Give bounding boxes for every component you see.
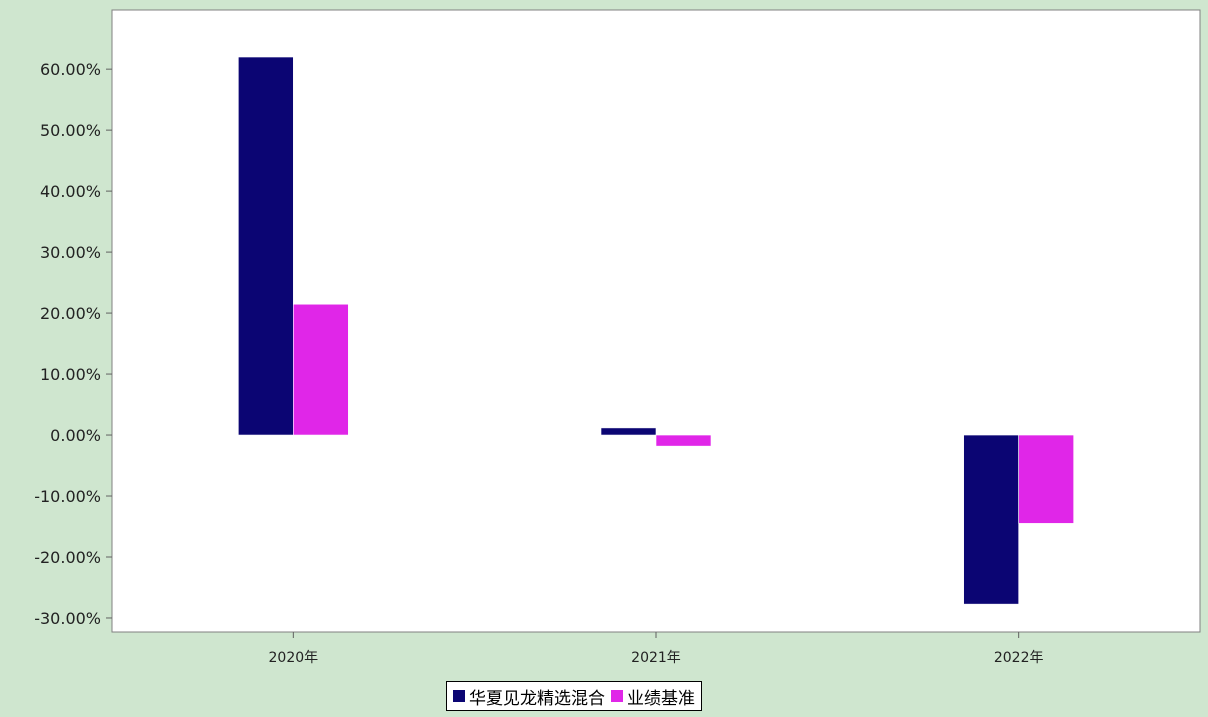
- legend-label-fund: 华夏见龙精选混合: [469, 688, 605, 709]
- y-tick-label: 40.00%: [40, 182, 101, 201]
- y-tick-label: -20.00%: [34, 548, 101, 567]
- y-tick-label: 10.00%: [40, 365, 101, 384]
- legend-item-benchmark: 业绩基准: [611, 684, 695, 709]
- bar-benchmark-2: [1018, 434, 1074, 524]
- bar-fund-1: [600, 427, 657, 436]
- bar-benchmark-0: [293, 303, 349, 436]
- y-tick-label: -10.00%: [34, 487, 101, 506]
- legend-label-benchmark: 业绩基准: [627, 688, 695, 709]
- y-tick-label: -30.00%: [34, 609, 101, 628]
- y-tick-label: 20.00%: [40, 304, 101, 323]
- legend-item-fund: 华夏见龙精选混合: [453, 684, 605, 709]
- y-tick-label: 30.00%: [40, 243, 101, 262]
- y-tick-label: 60.00%: [40, 60, 101, 79]
- x-category-label: 2021年: [631, 650, 681, 666]
- legend: 华夏见龙精选混合 业绩基准: [446, 681, 702, 711]
- y-tick-label: 50.00%: [40, 121, 101, 140]
- y-tick-label: 0.00%: [50, 426, 101, 445]
- x-category-label: 2020年: [269, 650, 319, 666]
- bar-fund-2: [963, 434, 1019, 605]
- bar-benchmark-1: [655, 434, 712, 447]
- x-category-label: 2022年: [994, 650, 1044, 666]
- legend-swatch-benchmark: [611, 690, 623, 702]
- legend-swatch-fund: [453, 690, 465, 702]
- bar-fund-0: [238, 56, 294, 436]
